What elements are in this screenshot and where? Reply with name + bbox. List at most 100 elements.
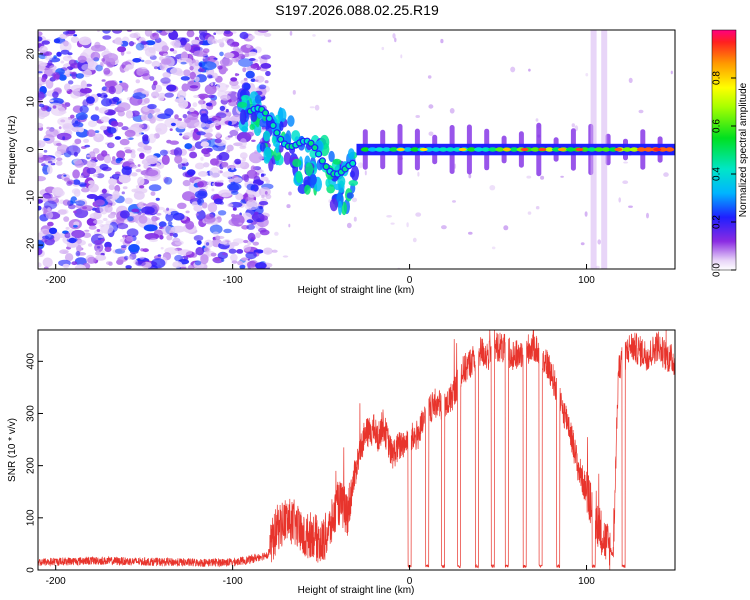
noise-blob (247, 190, 257, 198)
noise-blob (49, 65, 57, 70)
noise-blob (43, 149, 48, 153)
noise-blob (353, 216, 357, 222)
noise-blob (172, 49, 178, 54)
noise-blob (137, 176, 145, 186)
noise-blob (104, 241, 112, 249)
noise-blob (238, 58, 253, 67)
noise-blob (135, 260, 146, 267)
noise-blob (38, 66, 45, 75)
noise-blob (274, 231, 279, 236)
noise-blob (62, 55, 73, 62)
x-tick-label: -200 (46, 275, 66, 286)
noise-blob (127, 256, 133, 260)
noise-blob (258, 84, 267, 90)
noise-blob (160, 77, 171, 84)
noise-blob (265, 70, 271, 77)
noise-blob (149, 238, 158, 243)
tracking-core (495, 147, 505, 152)
noise-blob (42, 193, 53, 199)
acquisition-blob (328, 150, 335, 163)
acquisition-blob (271, 135, 277, 144)
noise-blob (164, 177, 173, 185)
noise-blob (86, 217, 98, 227)
noise-blob (222, 252, 228, 256)
noise-blob (99, 163, 109, 171)
noise-blob (151, 60, 161, 68)
tracking-peak (575, 147, 584, 152)
tracking-peak (458, 147, 467, 152)
noise-blob (618, 197, 621, 203)
noise-blob (189, 151, 198, 159)
spectrogram-x-label: Height of straight line (km) (298, 285, 415, 296)
noise-blob (73, 224, 78, 228)
noise-blob (219, 179, 224, 183)
noise-blob (203, 246, 211, 254)
snr-panel: -200 -100 0 100 0 100 200 300 400 Height of str… (7, 329, 676, 596)
spectrogram-x-ticks: -200 -100 0 100 (46, 264, 595, 286)
noise-blob (47, 160, 53, 164)
noise-blob (74, 160, 84, 168)
noise-blob (142, 134, 149, 142)
noise-blob (117, 102, 131, 112)
noise-blob (47, 207, 51, 212)
colorbar-tick-label: 0.6 (712, 119, 723, 133)
noise-blob (38, 71, 43, 74)
acquisition-blob (305, 162, 314, 176)
acquisition-core (322, 163, 330, 171)
tracking-core (658, 147, 668, 152)
noise-blob (211, 188, 215, 192)
noise-blob (187, 264, 194, 269)
acquisition-blob (325, 178, 331, 188)
noise-blob (149, 76, 155, 81)
noise-blob (139, 256, 145, 260)
noise-blob (141, 90, 150, 95)
noise-blob (126, 51, 132, 55)
noise-blob (190, 196, 195, 200)
noise-blob (188, 107, 195, 113)
noise-blob (107, 213, 116, 219)
tracking-core (410, 147, 420, 152)
noise-blob (84, 144, 91, 148)
noise-blob (107, 127, 117, 134)
noise-blob (100, 61, 103, 67)
noise-blob (172, 237, 181, 243)
noise-blob (224, 30, 231, 35)
noise-blob (217, 210, 227, 216)
noise-blob (122, 206, 127, 211)
noise-blob (254, 79, 259, 82)
noise-blob (119, 210, 130, 219)
noise-blob (179, 133, 183, 136)
acquisition-blob (338, 200, 343, 216)
noise-blob (101, 98, 112, 107)
noise-blob (56, 51, 62, 57)
noise-blob (428, 131, 434, 136)
noise-blob (119, 238, 126, 243)
noise-blob (143, 145, 152, 151)
acquisition-blob (292, 158, 302, 168)
noise-blob (228, 121, 232, 126)
noise-blob (46, 126, 51, 130)
noise-blob (219, 241, 228, 245)
noise-blob (239, 264, 246, 269)
noise-blob (155, 217, 160, 221)
noise-blob (139, 185, 145, 189)
noise-blob (120, 244, 127, 249)
noise-blob (125, 110, 133, 119)
noise-blob (147, 103, 157, 110)
noise-blob (59, 249, 69, 254)
noise-blob (108, 86, 116, 95)
noise-blob (64, 253, 74, 262)
noise-blob (202, 48, 210, 54)
noise-blob (170, 122, 176, 127)
noise-blob (242, 157, 247, 161)
acquisition-blob (287, 115, 295, 127)
noise-blob (155, 127, 162, 132)
noise-blob (104, 204, 113, 213)
noise-blob (212, 38, 218, 45)
noise-blob (177, 202, 187, 209)
noise-blob (108, 178, 117, 186)
tracking-core (594, 147, 604, 152)
noise-blob (78, 182, 87, 187)
noise-blob (56, 233, 67, 238)
noise-blob (219, 51, 224, 57)
